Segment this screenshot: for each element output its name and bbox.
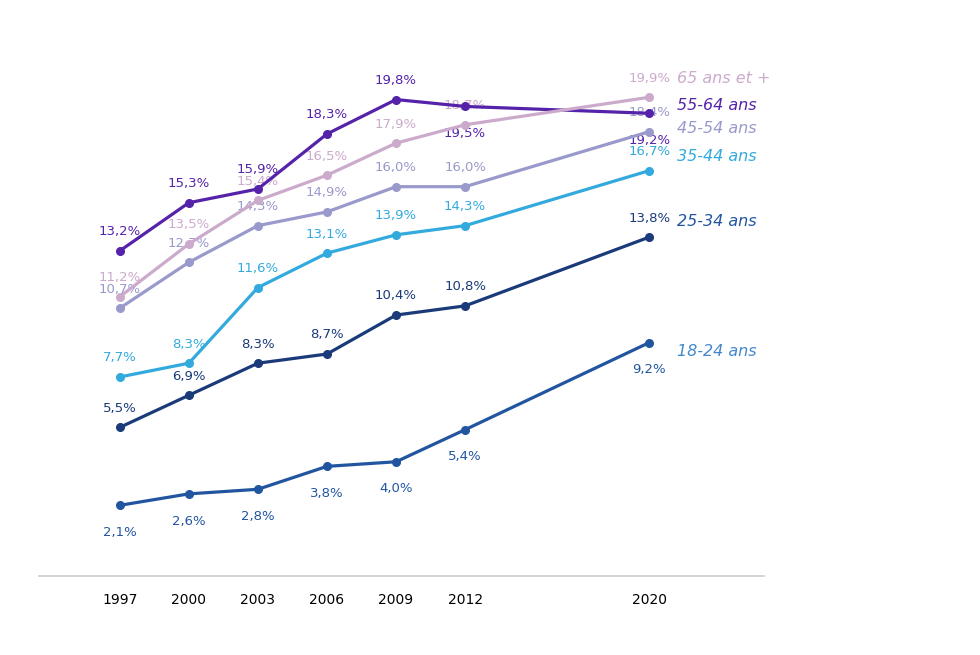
- Text: 17,9%: 17,9%: [375, 117, 417, 130]
- Text: 18-24 ans: 18-24 ans: [677, 345, 757, 359]
- Text: 13,9%: 13,9%: [375, 209, 417, 222]
- Text: 7,7%: 7,7%: [103, 351, 136, 364]
- Text: 5,5%: 5,5%: [103, 402, 136, 415]
- Text: 2,6%: 2,6%: [172, 515, 206, 527]
- Text: 10,7%: 10,7%: [99, 282, 141, 295]
- Text: 18,7%: 18,7%: [444, 99, 486, 112]
- Text: 65 ans et +: 65 ans et +: [677, 71, 770, 86]
- Text: 15,4%: 15,4%: [237, 175, 279, 188]
- Text: 15,3%: 15,3%: [168, 177, 210, 190]
- Text: 10,4%: 10,4%: [375, 290, 417, 303]
- Text: 18,3%: 18,3%: [306, 108, 348, 121]
- Text: 45-54 ans: 45-54 ans: [677, 121, 757, 136]
- Text: 19,9%: 19,9%: [628, 71, 670, 84]
- Text: 5,4%: 5,4%: [448, 451, 482, 463]
- Text: 12,7%: 12,7%: [168, 236, 210, 250]
- Text: 16,5%: 16,5%: [306, 149, 348, 162]
- Text: 8,3%: 8,3%: [172, 337, 206, 350]
- Text: 10,8%: 10,8%: [444, 280, 486, 293]
- Text: 14,9%: 14,9%: [306, 186, 348, 199]
- Text: 13,5%: 13,5%: [168, 218, 210, 231]
- Text: 14,3%: 14,3%: [237, 200, 279, 213]
- Text: 9,2%: 9,2%: [632, 364, 666, 376]
- Text: 19,5%: 19,5%: [444, 127, 486, 140]
- Text: 11,2%: 11,2%: [99, 271, 141, 284]
- Text: 13,8%: 13,8%: [628, 212, 670, 225]
- Text: 2,8%: 2,8%: [241, 510, 274, 523]
- Text: 8,3%: 8,3%: [241, 337, 274, 350]
- Text: 55-64 ans: 55-64 ans: [677, 98, 757, 113]
- Text: 3,8%: 3,8%: [310, 487, 344, 500]
- Text: 14,3%: 14,3%: [444, 200, 486, 213]
- Text: 19,2%: 19,2%: [628, 134, 670, 147]
- Text: 2,1%: 2,1%: [103, 526, 136, 539]
- Text: 13,2%: 13,2%: [99, 225, 141, 238]
- Text: 11,6%: 11,6%: [237, 262, 279, 275]
- Text: 25-34 ans: 25-34 ans: [677, 214, 757, 229]
- Text: 35-44 ans: 35-44 ans: [677, 149, 757, 164]
- Text: 15,9%: 15,9%: [237, 163, 279, 176]
- Text: 6,9%: 6,9%: [172, 369, 206, 383]
- Text: 4,0%: 4,0%: [379, 482, 413, 495]
- Text: 18,4%: 18,4%: [628, 106, 670, 119]
- Text: 13,1%: 13,1%: [306, 227, 348, 240]
- Text: 16,7%: 16,7%: [628, 145, 670, 158]
- Text: 8,7%: 8,7%: [310, 328, 344, 341]
- Text: 16,0%: 16,0%: [444, 161, 486, 174]
- Text: 19,8%: 19,8%: [375, 74, 417, 87]
- Text: 16,0%: 16,0%: [375, 161, 417, 174]
